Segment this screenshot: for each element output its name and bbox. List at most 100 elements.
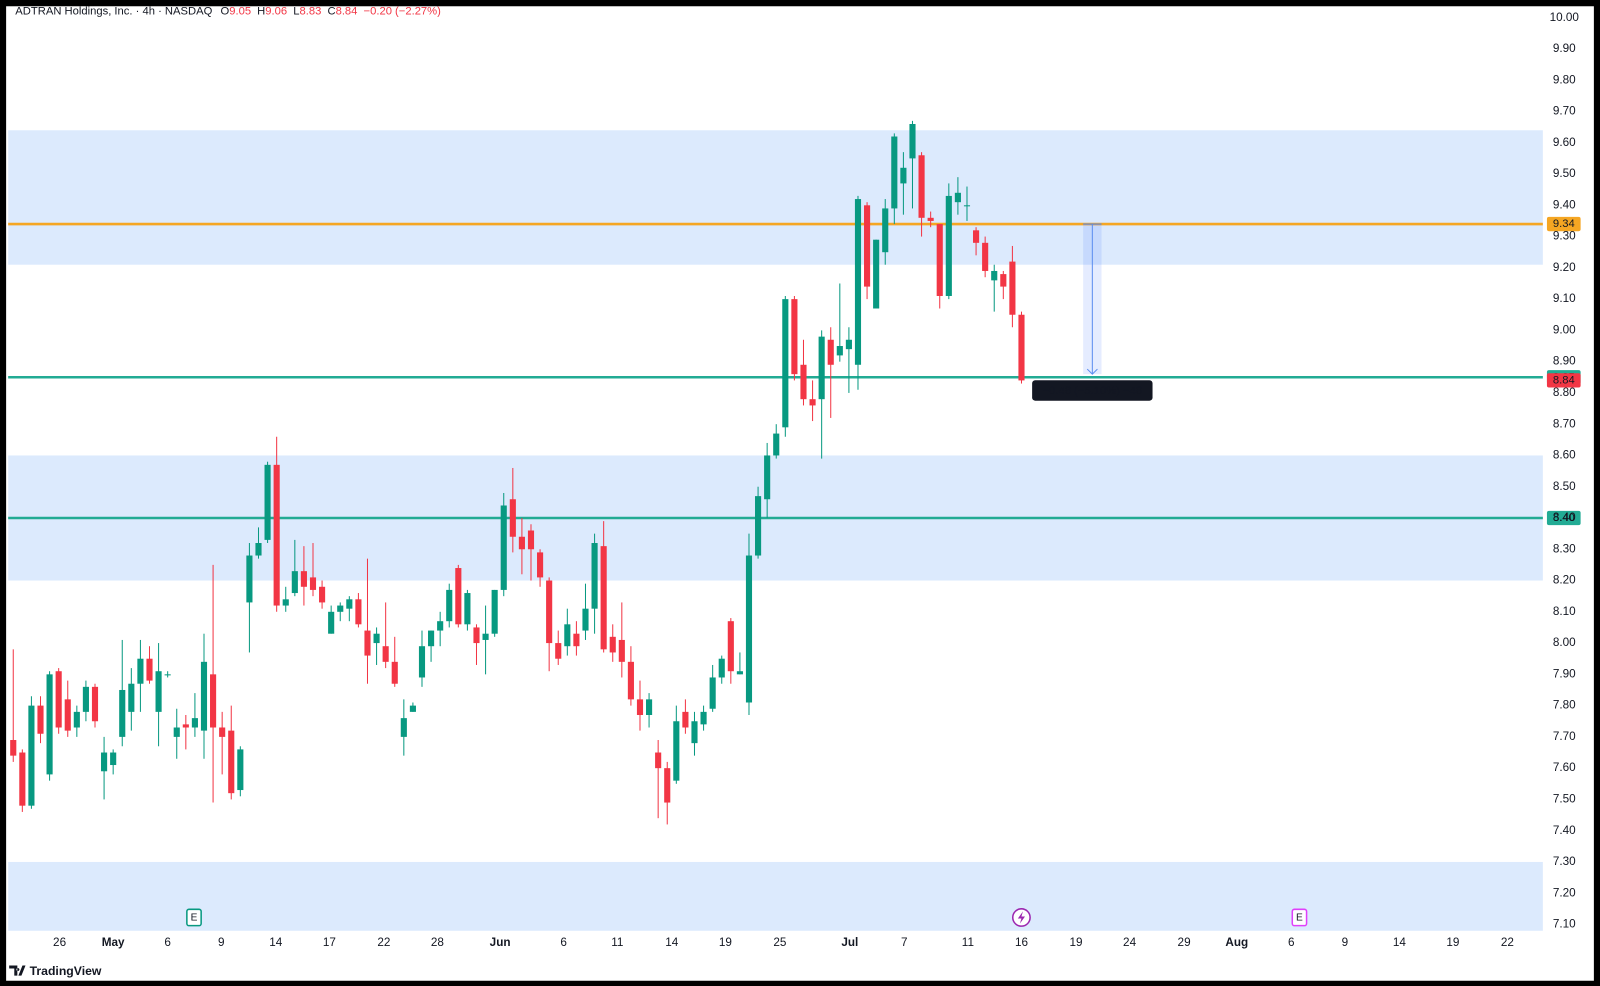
price-label: 8.84 — [1546, 373, 1581, 388]
candle-body — [173, 727, 180, 737]
y-tick-label: 8.60 — [1553, 449, 1576, 462]
candle-body — [46, 674, 53, 775]
candle-body — [918, 155, 925, 218]
candle-body — [736, 671, 743, 675]
candle-body — [255, 543, 262, 556]
y-tick-label: 8.80 — [1553, 386, 1576, 399]
y-tick-label: 9.80 — [1553, 73, 1576, 86]
y-tick-label: 7.60 — [1553, 761, 1576, 774]
x-tick-label: 22 — [1501, 936, 1514, 949]
candle-body — [582, 608, 589, 631]
candle-body — [500, 505, 507, 590]
candle-body — [527, 530, 535, 550]
candle-body — [600, 546, 607, 650]
candle-body — [137, 658, 144, 684]
candle-body — [1018, 314, 1025, 381]
candle-body — [309, 577, 317, 590]
candle-body — [673, 721, 680, 781]
price-label: 9.34 — [1546, 216, 1581, 232]
candle-body — [609, 636, 616, 653]
event-icon — [1291, 908, 1308, 927]
candle-body — [782, 299, 789, 428]
y-tick-label: 8.00 — [1553, 636, 1576, 649]
x-tick-label: 11 — [962, 936, 974, 949]
measure-arrow — [1086, 368, 1098, 375]
candle-body — [146, 658, 153, 681]
candle-body — [537, 552, 544, 578]
y-tick-label: 9.60 — [1553, 136, 1576, 149]
candle-body — [19, 752, 26, 806]
ohlc-key: H — [257, 5, 265, 17]
candles — [10, 120, 1025, 825]
candle-body — [237, 749, 244, 791]
candle-body — [264, 464, 271, 540]
candle-body — [727, 621, 734, 672]
candle-body — [555, 643, 562, 659]
candle-body — [101, 752, 108, 772]
y-tick-label: 9.40 — [1553, 198, 1576, 211]
candle-body — [128, 683, 135, 712]
candle-body — [809, 399, 816, 406]
levels — [8, 222, 1543, 520]
candle-body — [963, 205, 971, 207]
candle-body — [800, 364, 807, 400]
y-tick-label: 9.00 — [1553, 323, 1576, 336]
x-tick-label: 19 — [1069, 936, 1082, 949]
candle-body — [91, 686, 99, 722]
tradingview-logo: TradingView — [9, 964, 102, 978]
candle-body — [664, 768, 671, 803]
candle-body — [428, 630, 435, 647]
x-tick-label: May — [102, 936, 125, 949]
price-label-box — [1546, 216, 1581, 232]
ohlc-key: L — [293, 5, 299, 17]
candle-body — [382, 646, 389, 662]
y-tick-label: 9.50 — [1553, 167, 1576, 180]
y-tick-label: 7.80 — [1553, 699, 1576, 712]
candle-body — [246, 555, 253, 603]
candle-body — [827, 339, 834, 365]
candle-body — [973, 230, 980, 243]
y-tick-label: 8.70 — [1553, 417, 1576, 430]
header: ADTRAN Holdings, Inc. · 4h · NASDAQ O9.05… — [15, 5, 441, 17]
ohlc-value: 9.06 — [265, 5, 287, 17]
candle-body — [64, 699, 71, 731]
candle-body — [391, 661, 398, 684]
y-tick-label: 9.20 — [1553, 261, 1576, 274]
candle-body — [373, 633, 380, 644]
ohlc-value: 8.84 — [336, 5, 358, 17]
candle-body — [10, 740, 17, 756]
candle-body — [273, 464, 280, 606]
candle-body — [455, 568, 462, 625]
y-tick-label: 7.70 — [1553, 730, 1576, 743]
candle-body — [791, 299, 798, 375]
y-tick-label: 8.40 — [1553, 511, 1576, 524]
x-tick-label: 6 — [1288, 936, 1295, 949]
candle-body — [682, 711, 689, 728]
price-label-box — [1546, 373, 1581, 388]
zone — [8, 861, 1543, 931]
y-tick-label: 8.30 — [1553, 542, 1576, 555]
candle-body — [936, 224, 943, 296]
candle-body — [627, 661, 634, 700]
x-tick-label: Aug — [1225, 936, 1248, 949]
x-tick-label: 22 — [377, 936, 390, 949]
candle-body — [119, 689, 126, 737]
candle-body — [491, 589, 498, 634]
candle-body — [28, 705, 35, 806]
ohlc-key: O — [220, 5, 229, 17]
candle-body — [446, 589, 453, 622]
candle-body — [891, 136, 898, 209]
candle-body — [282, 599, 289, 606]
candle-body — [982, 242, 989, 271]
measure-label-box — [1032, 380, 1153, 401]
y-tick-label: 8.10 — [1553, 605, 1576, 618]
candle-body — [110, 752, 117, 766]
candle-body — [954, 192, 961, 203]
y-tick-label: 8.90 — [1553, 355, 1576, 368]
x-tick-label: Jul — [841, 936, 858, 949]
price-label: 8.40 — [1546, 510, 1581, 526]
x-tick-label: 19 — [1446, 936, 1459, 949]
candle-body — [636, 699, 644, 715]
candle-body — [646, 699, 653, 715]
